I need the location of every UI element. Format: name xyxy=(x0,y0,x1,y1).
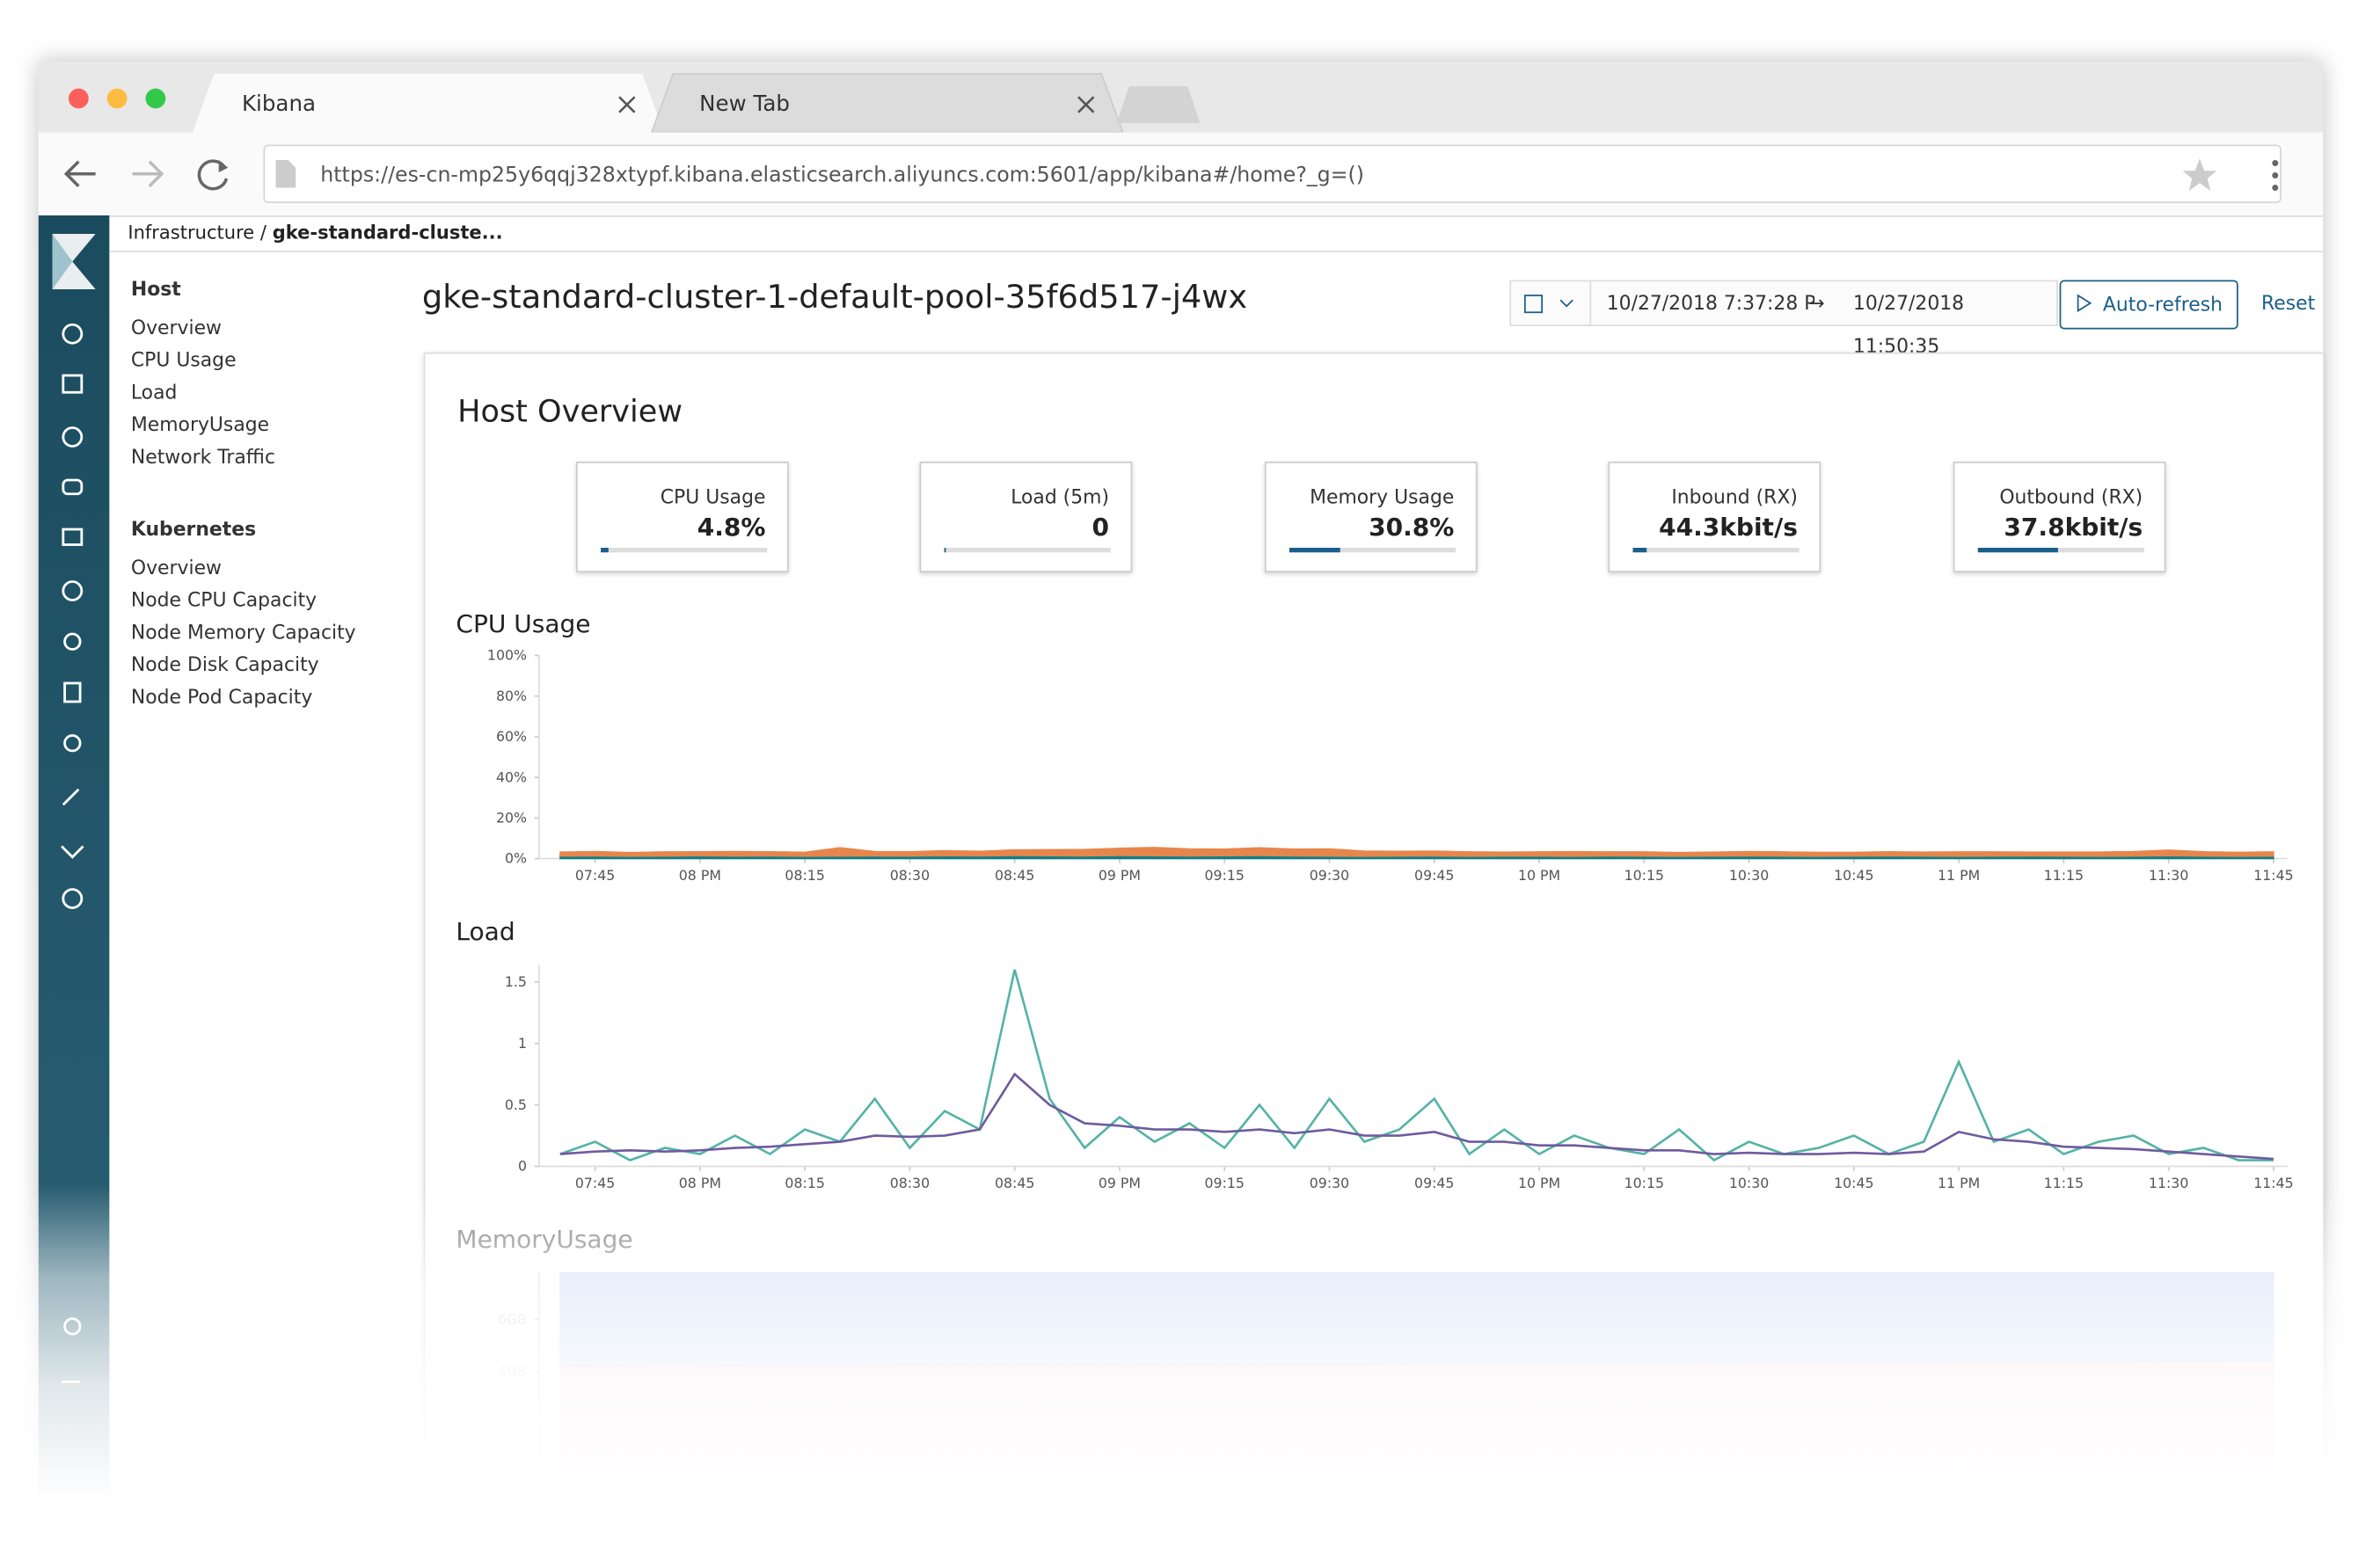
x-tick-label: 09 PM xyxy=(1099,1175,1141,1191)
x-tick-label: 11:30 xyxy=(2149,867,2188,884)
y-tick-label: 2GB xyxy=(498,1415,527,1431)
x-tick-label: 09:45 xyxy=(1414,867,1454,884)
x-tick-label: 11 PM xyxy=(1938,867,1980,884)
x-tick-label: 08:15 xyxy=(785,1175,824,1191)
x-tick-label: 08 PM xyxy=(679,1175,721,1191)
y-tick-label: 0 xyxy=(518,1158,527,1175)
x-tick-label: 08:45 xyxy=(995,1175,1034,1191)
x-tick-label: 07:45 xyxy=(575,867,615,884)
x-tick-label: 10 PM xyxy=(1518,1175,1560,1191)
x-tick-label: 07:45 xyxy=(575,1175,615,1191)
x-tick-label: 11 PM xyxy=(1938,1175,1980,1191)
x-tick-label: 09:45 xyxy=(1414,1175,1454,1191)
series-line xyxy=(559,1072,2274,1161)
x-tick-label: 11:45 xyxy=(2253,867,2293,884)
y-tick-label: 1.5 xyxy=(505,973,527,990)
x-tick-label: 10:45 xyxy=(1834,1175,1873,1191)
series-area xyxy=(559,1271,2274,1367)
series-area xyxy=(559,1360,2274,1476)
y-tick-label: 4GB xyxy=(498,1363,527,1380)
x-tick-label: 09:15 xyxy=(1205,1175,1245,1191)
series-line xyxy=(559,969,2274,1162)
x-tick-label: 10:15 xyxy=(1624,1175,1664,1191)
y-tick-label: 80% xyxy=(496,688,527,704)
x-tick-label: 10:30 xyxy=(1729,867,1769,884)
series-area xyxy=(559,847,2274,857)
y-tick-label: 0.5 xyxy=(505,1096,527,1113)
x-tick-label: 08:15 xyxy=(785,867,824,884)
x-tick-label: 11:45 xyxy=(2253,1175,2293,1191)
x-tick-label: 09:15 xyxy=(1205,867,1245,884)
y-tick-label: 20% xyxy=(496,810,527,826)
chart-title: MemoryUsage xyxy=(456,1225,632,1254)
x-tick-label: 08:30 xyxy=(890,867,930,884)
x-tick-label: 10:45 xyxy=(1834,867,1873,884)
x-tick-label: 10:30 xyxy=(1729,1175,1769,1191)
x-tick-label: 11:15 xyxy=(2044,867,2084,884)
y-tick-label: 1 xyxy=(518,1035,527,1052)
x-tick-label: 08:30 xyxy=(890,1175,930,1191)
x-tick-label: 09:30 xyxy=(1310,1175,1349,1191)
chart-title: CPU Usage xyxy=(456,609,590,638)
chart-title: Load xyxy=(456,917,515,946)
x-tick-label: 08 PM xyxy=(679,867,721,884)
x-tick-label: 10:15 xyxy=(1624,867,1664,884)
y-tick-label: 40% xyxy=(496,768,527,785)
y-tick-label: 0% xyxy=(505,850,527,867)
y-tick-label: 100% xyxy=(487,647,527,664)
x-tick-label: 09:30 xyxy=(1310,867,1349,884)
y-tick-label: 6GB xyxy=(498,1311,527,1328)
x-tick-label: 11:30 xyxy=(2149,1175,2188,1191)
x-tick-label: 11:15 xyxy=(2044,1175,2084,1191)
x-tick-label: 09 PM xyxy=(1099,867,1141,884)
x-tick-label: 10 PM xyxy=(1518,867,1560,884)
y-tick-label: 60% xyxy=(496,728,527,745)
x-tick-label: 08:45 xyxy=(995,867,1034,884)
